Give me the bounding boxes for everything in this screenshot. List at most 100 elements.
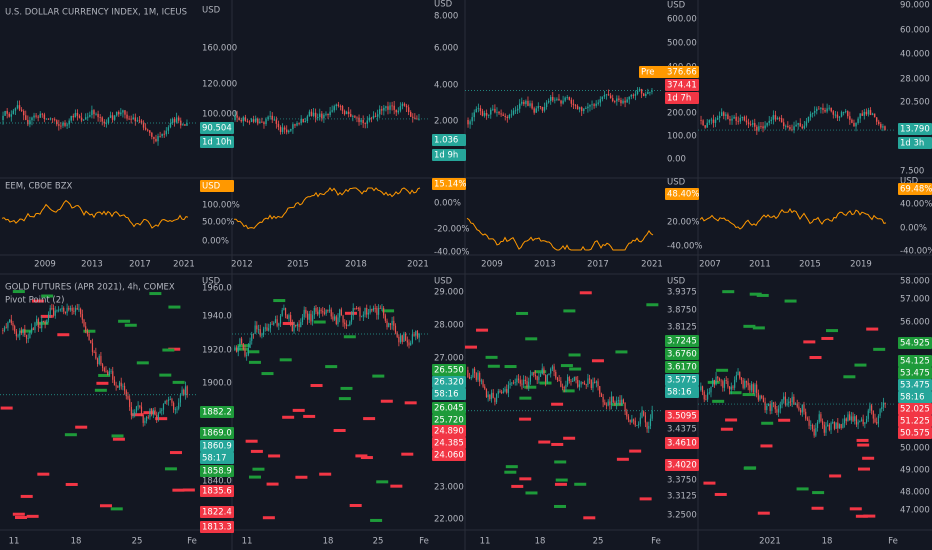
candle-body <box>283 127 286 130</box>
candle-body <box>612 396 614 403</box>
candle-body <box>585 108 587 109</box>
candle-body <box>539 106 542 107</box>
candle-body <box>645 93 647 96</box>
pivot-level <box>616 457 629 461</box>
candle-body <box>277 123 280 128</box>
candle-body <box>68 308 70 310</box>
candle-body <box>58 124 60 126</box>
candle-body <box>490 392 493 400</box>
axis-label: 52.025 <box>900 405 930 415</box>
axis-label: 8.000 <box>434 12 458 22</box>
candle-body <box>850 416 852 421</box>
candle-body <box>646 422 648 429</box>
pivot-level <box>279 358 292 362</box>
candle-body <box>479 108 482 112</box>
candle-body <box>877 415 879 424</box>
candle-body <box>17 335 19 337</box>
candle-body <box>485 388 488 397</box>
price-badge <box>665 79 699 91</box>
candle-body <box>274 319 277 323</box>
candle-body <box>302 118 304 123</box>
candle-body <box>186 386 188 395</box>
indicator-line <box>1 199 189 229</box>
candle-body <box>508 114 511 119</box>
candle-body <box>524 379 526 382</box>
candle-body <box>25 334 28 339</box>
pivot-level <box>752 326 765 330</box>
axis-label: 26.320 <box>434 378 464 388</box>
candle-body <box>852 416 854 421</box>
candle-body <box>568 377 570 382</box>
axis-label: 50.000 <box>900 444 930 454</box>
candle-body <box>727 380 729 387</box>
candle-body <box>595 381 597 383</box>
candle-body <box>310 313 312 322</box>
candle-body <box>49 118 52 120</box>
candle-body <box>273 119 276 121</box>
candle-body <box>62 122 64 126</box>
candle-body <box>39 113 41 118</box>
axis-label: 0.00 <box>667 155 686 165</box>
candle-body <box>618 98 620 101</box>
pivot-level <box>295 475 308 479</box>
candle-body <box>342 315 344 323</box>
candle-body <box>801 404 803 413</box>
time-label: 11 <box>480 537 491 547</box>
candle-body <box>261 334 263 336</box>
candle-body <box>649 91 651 93</box>
candle-body <box>771 402 773 411</box>
price-badge <box>898 355 932 367</box>
candle-body <box>169 399 171 400</box>
price-badge <box>432 414 466 426</box>
candle-body <box>873 113 876 118</box>
axis-label: USD <box>202 6 221 16</box>
candle-body <box>78 115 81 118</box>
candle-body <box>32 328 34 331</box>
candle-body <box>570 99 573 104</box>
candle-body <box>298 324 300 328</box>
candle-body <box>811 112 814 114</box>
candle-body <box>51 308 53 309</box>
candle-body <box>288 130 290 133</box>
pivot-level <box>611 403 624 407</box>
candle-body <box>331 110 333 112</box>
candle-body <box>795 124 797 127</box>
price-badge <box>665 361 699 373</box>
time-label: 2013 <box>534 260 556 270</box>
candle-body <box>36 319 38 323</box>
candle-body <box>117 386 119 388</box>
time-label: 2007 <box>699 260 721 270</box>
candle-body <box>851 119 853 123</box>
candle-body <box>271 115 273 120</box>
candle-body <box>504 115 506 117</box>
candle-body <box>751 123 754 125</box>
pivot-level <box>812 491 825 495</box>
candle-body <box>47 118 50 120</box>
candle-body <box>550 368 552 374</box>
axis-label: 15.14% <box>434 180 466 190</box>
candle-body <box>536 376 538 381</box>
candle-body <box>614 101 616 102</box>
pivot-level <box>873 347 886 351</box>
candle-body <box>22 110 25 116</box>
candle-body <box>506 116 509 119</box>
axis-label: 25.720 <box>434 416 464 426</box>
price-badge <box>665 92 699 104</box>
candle-body <box>510 114 513 116</box>
candle-body <box>490 109 492 115</box>
pivot-level <box>20 494 33 498</box>
candle-body <box>514 110 517 112</box>
candle-body <box>735 375 737 380</box>
candle-body <box>712 379 714 387</box>
candle-body <box>750 384 753 391</box>
price-badge <box>432 376 466 388</box>
candle-body <box>577 380 579 387</box>
candle-body <box>186 123 188 126</box>
pivot-level <box>98 373 111 377</box>
indicator-line <box>699 208 887 230</box>
candle-body <box>181 389 183 395</box>
candle-body <box>337 104 340 106</box>
candle-body <box>327 113 329 116</box>
pivot-level <box>382 309 395 313</box>
